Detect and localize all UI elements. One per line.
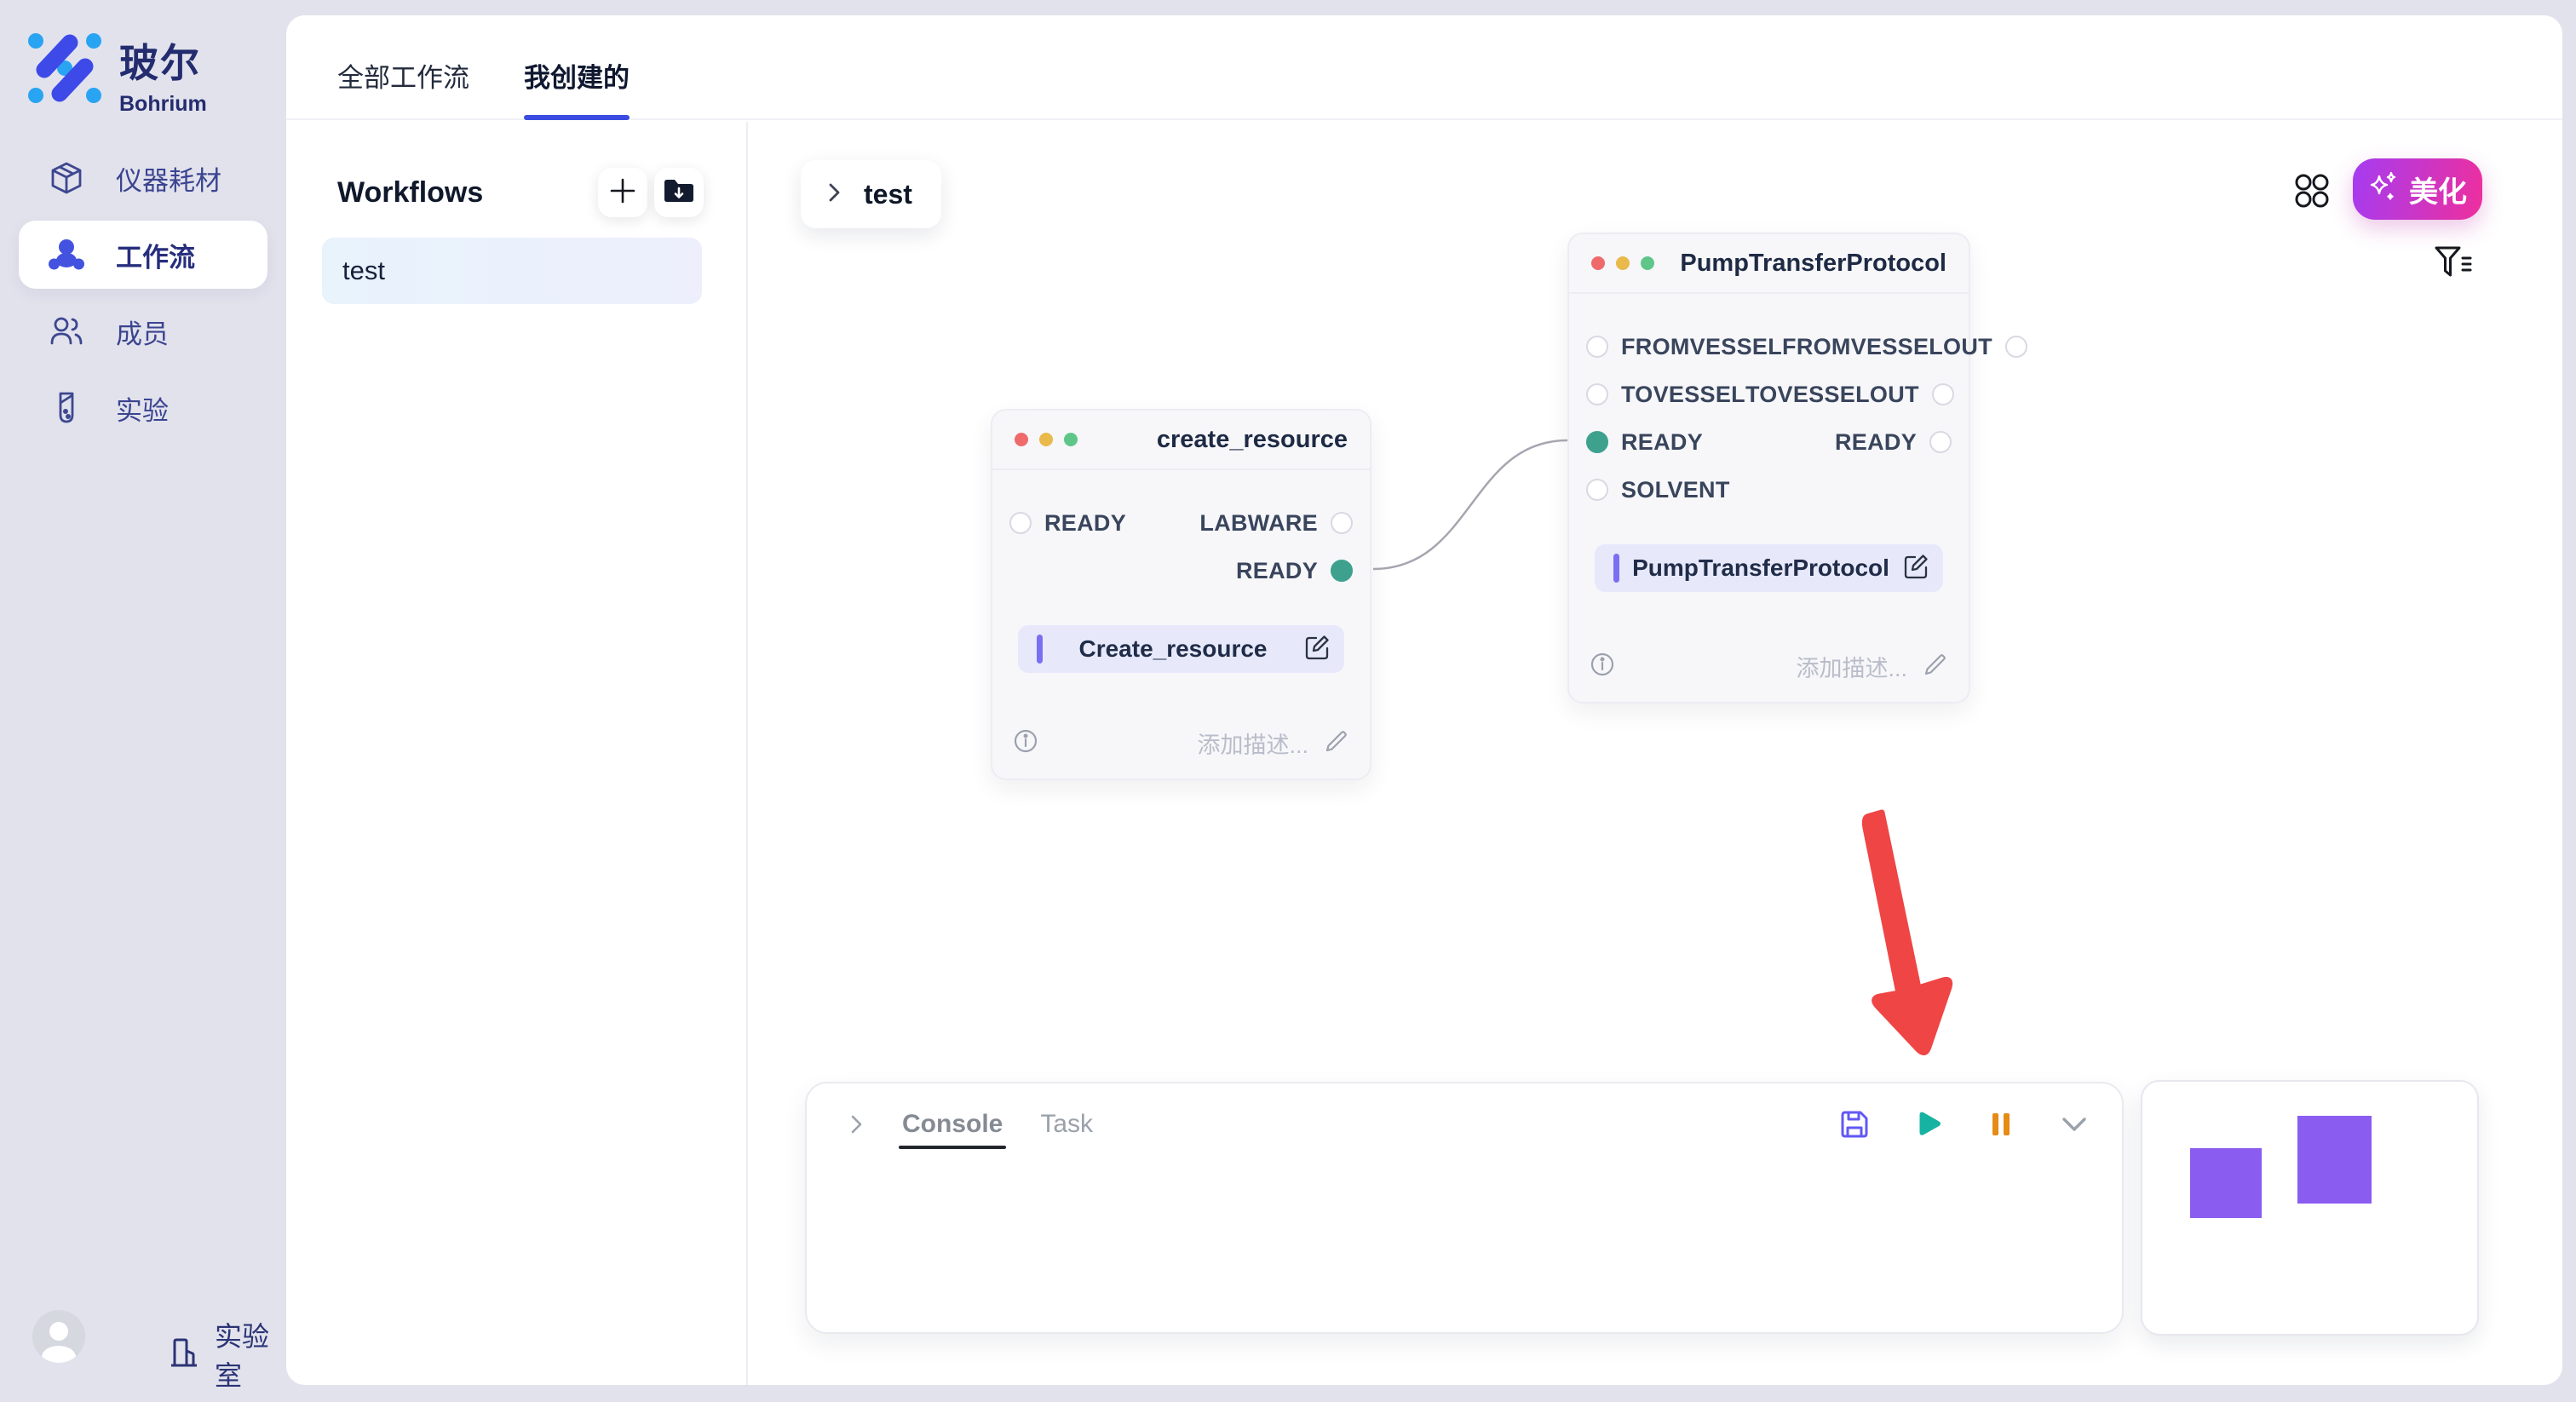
port-handle[interactable] (1931, 383, 1954, 405)
folder-import-icon (663, 176, 695, 210)
workflow-icon (48, 236, 85, 273)
sidebar-item-workflows[interactable]: 工作流 (19, 221, 267, 289)
console-panel: Console Task (805, 1082, 2124, 1334)
tab-console[interactable]: Console (898, 1110, 1007, 1149)
input-port-tovessel[interactable]: TOVESSEL (1586, 382, 1745, 408)
building-icon (167, 1336, 201, 1374)
sidebar-footer: 实验室 (0, 1308, 286, 1391)
workspace-switcher[interactable]: 实验室 (167, 1315, 286, 1393)
breadcrumb[interactable]: test (801, 160, 941, 228)
workflows-panel-title: Workflows (337, 175, 484, 209)
port-handle[interactable] (1929, 431, 1952, 453)
experiment-icon (48, 389, 85, 427)
edit-icon[interactable] (1902, 553, 1929, 584)
minimap[interactable] (2141, 1080, 2479, 1336)
output-port-fromvesselout[interactable]: FROMVESSELOUT (1782, 334, 2027, 360)
bohrium-logo-icon (26, 29, 104, 112)
sidebar-item-label: 实验 (116, 395, 169, 426)
node-footer: 添加描述... (992, 727, 1370, 779)
port-handle[interactable] (1586, 336, 1608, 358)
input-port-ready[interactable]: READY (1009, 510, 1126, 537)
node-header: create_resource (992, 411, 1370, 470)
port-handle[interactable] (1331, 512, 1353, 534)
command-icon (2293, 172, 2331, 214)
action-accent-bar (1037, 635, 1043, 664)
workspace-label: 实验室 (215, 1321, 270, 1391)
plus-icon (608, 176, 637, 210)
chevron-right-icon (823, 181, 845, 208)
tab-all-workflows[interactable]: 全部工作流 (337, 63, 469, 93)
console-collapse-button[interactable] (844, 1112, 868, 1136)
port-handle[interactable] (1586, 479, 1608, 501)
output-port-labware[interactable]: LABWARE (1199, 510, 1353, 537)
input-port-fromvessel[interactable]: FROMVESSEL (1586, 334, 1782, 360)
sidebar-item-experiments[interactable]: 实验 (19, 370, 267, 446)
add-description[interactable]: 添加描述... (1796, 650, 1948, 683)
sidebar: 玻尔 Bohrium 仪器耗材 (0, 0, 286, 1402)
node-title: PumpTransferProtocol (1680, 249, 1946, 277)
sparkles-icon (2368, 170, 2399, 209)
auto-layout-button[interactable] (2288, 169, 2336, 216)
filter-button[interactable] (2431, 242, 2475, 286)
sidebar-nav: 仪器耗材 工作流 成员 (0, 140, 286, 446)
workflows-panel: Workflows test (286, 122, 746, 1385)
tab-task[interactable]: Task (1040, 1110, 1094, 1138)
input-port-ready[interactable]: READY (1586, 429, 1703, 456)
collapse-panel-icon[interactable] (2057, 1107, 2091, 1141)
members-icon (48, 313, 85, 350)
beautify-label: 美化 (2409, 175, 2467, 209)
panel-divider (746, 122, 748, 1385)
info-icon[interactable] (1013, 728, 1038, 758)
traffic-dots-icon (1015, 433, 1078, 446)
node-create-resource[interactable]: create_resource READY LABWARE READY Crea… (991, 409, 1371, 780)
pencil-icon (1923, 652, 1948, 681)
minimap-node (2297, 1116, 2372, 1204)
node-header: PumpTransferProtocol (1569, 234, 1969, 294)
workflow-list-item[interactable]: test (322, 238, 702, 304)
minimap-node (2190, 1148, 2262, 1218)
input-port-solvent[interactable]: SOLVENT (1586, 477, 1730, 503)
filter-icon (2434, 244, 2473, 284)
node-title: create_resource (1156, 425, 1348, 453)
output-port-ready[interactable]: READY (1835, 429, 1952, 456)
node-action-button[interactable]: PumpTransferProtocol (1595, 544, 1943, 592)
port-handle[interactable] (2004, 336, 2027, 358)
node-action-button[interactable]: Create_resource (1018, 625, 1344, 673)
node-pump-transfer-protocol[interactable]: PumpTransferProtocol FROMVESSEL FROMVESS… (1567, 233, 2027, 704)
brand-name-cn: 玻尔 (119, 41, 201, 85)
run-icon[interactable] (1911, 1107, 1945, 1141)
sidebar-item-label: 成员 (116, 319, 169, 349)
port-handle-connected[interactable] (1331, 560, 1353, 582)
output-port-ready[interactable]: READY (1236, 558, 1353, 584)
beautify-button[interactable]: 美化 (2353, 158, 2482, 220)
port-handle-connected[interactable] (1586, 431, 1608, 453)
sidebar-item-label: 仪器耗材 (116, 165, 221, 196)
breadcrumb-label: test (864, 178, 912, 210)
import-folder-button[interactable] (654, 168, 704, 217)
sidebar-item-instruments[interactable]: 仪器耗材 (19, 140, 267, 216)
save-icon[interactable] (1837, 1107, 1872, 1141)
pencil-icon (1324, 728, 1349, 758)
brand-logo: 玻尔 Bohrium (26, 29, 207, 117)
box-icon (48, 159, 85, 197)
node-footer: 添加描述... (1569, 650, 1969, 702)
port-handle[interactable] (1586, 383, 1608, 405)
info-icon[interactable] (1590, 652, 1615, 681)
pause-icon[interactable] (1984, 1107, 2018, 1141)
output-port-tovesselout[interactable]: TOVESSELOUT (1745, 382, 1954, 408)
edit-icon[interactable] (1303, 634, 1331, 665)
sidebar-item-label: 工作流 (116, 242, 195, 273)
user-avatar[interactable] (32, 1310, 85, 1363)
port-handle[interactable] (1009, 512, 1032, 534)
add-workflow-button[interactable] (598, 168, 647, 217)
action-accent-bar (1613, 554, 1619, 583)
add-description[interactable]: 添加描述... (1197, 727, 1349, 760)
traffic-dots-icon (1591, 256, 1654, 270)
sidebar-item-members[interactable]: 成员 (19, 293, 267, 370)
workflow-tabbar: 全部工作流 我创建的 (286, 15, 2562, 120)
tab-created-by-me[interactable]: 我创建的 (524, 56, 630, 120)
brand-name-en: Bohrium (119, 92, 207, 116)
